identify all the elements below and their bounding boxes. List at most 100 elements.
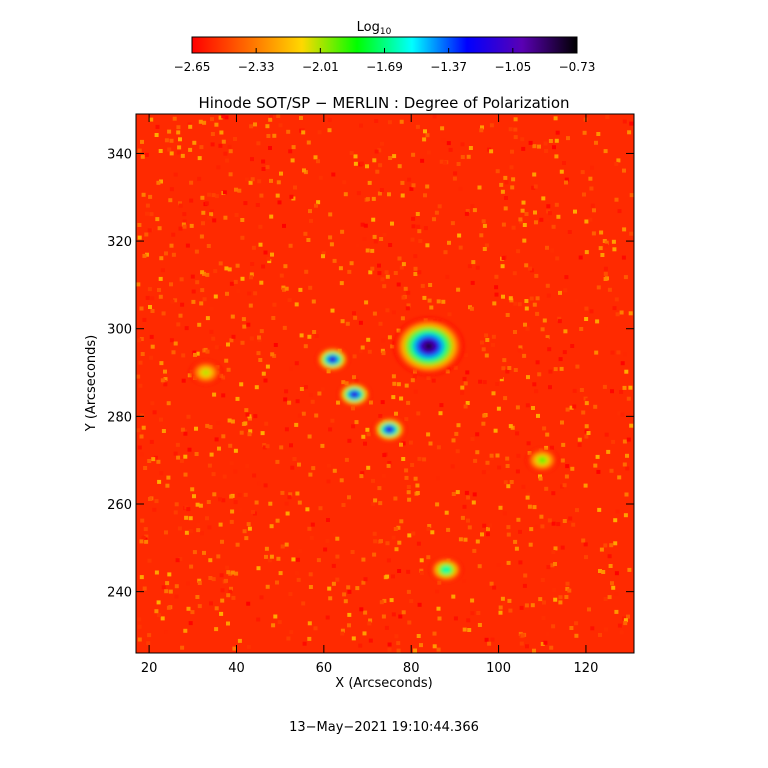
heatmap-cell bbox=[475, 539, 480, 544]
heatmap-cell bbox=[509, 480, 514, 484]
heatmap-cell bbox=[273, 343, 278, 347]
heatmap-cell bbox=[475, 450, 480, 455]
heatmap-cell bbox=[614, 609, 619, 614]
heatmap-cell bbox=[481, 421, 486, 426]
heatmap-cell bbox=[139, 337, 144, 341]
heatmap-cell bbox=[230, 570, 235, 575]
heatmap-cell bbox=[380, 141, 384, 146]
heatmap-cell bbox=[367, 621, 372, 626]
heatmap-cell bbox=[175, 609, 180, 614]
heatmap-cell bbox=[470, 598, 475, 603]
heatmap-cell bbox=[254, 385, 259, 390]
heatmap-cell bbox=[547, 518, 552, 523]
heatmap-cell bbox=[608, 564, 613, 568]
feature-pore bbox=[373, 418, 406, 442]
heatmap-cell bbox=[233, 500, 238, 505]
heatmap-cell bbox=[245, 412, 250, 417]
heatmap-cell bbox=[377, 486, 382, 491]
heatmap-cell bbox=[294, 422, 299, 427]
heatmap-cell bbox=[214, 345, 219, 350]
colorbar-ticks: −2.65 −2.33 −2.01 −1.69 −1.37 −1.05 −0.73 bbox=[174, 48, 595, 74]
heatmap-cell bbox=[209, 329, 214, 334]
heatmap-cell bbox=[550, 248, 555, 253]
heatmap-cell bbox=[454, 431, 459, 436]
heatmap-cell bbox=[336, 400, 341, 405]
heatmap-cell bbox=[279, 171, 283, 176]
heatmap-cell bbox=[211, 577, 216, 582]
heatmap-cell bbox=[482, 380, 487, 385]
heatmap-cell bbox=[299, 333, 304, 338]
heatmap-cell bbox=[466, 518, 470, 523]
heatmap-cell bbox=[329, 242, 334, 247]
heatmap-cell bbox=[248, 303, 253, 308]
heatmap-cell bbox=[268, 501, 273, 506]
heatmap-cell bbox=[410, 463, 415, 467]
heatmap-cell bbox=[432, 114, 437, 119]
heatmap-cell bbox=[413, 389, 418, 394]
heatmap-cell bbox=[578, 255, 583, 260]
heatmap-cell bbox=[593, 404, 598, 409]
heatmap-cell bbox=[190, 274, 195, 279]
heatmap-cell bbox=[409, 186, 414, 191]
heatmap-cell bbox=[256, 617, 261, 622]
heatmap-cell bbox=[489, 453, 494, 458]
heatmap-cell bbox=[462, 627, 467, 632]
heatmap-cell bbox=[157, 288, 161, 292]
heatmap-cell bbox=[175, 558, 180, 563]
heatmap-cell bbox=[301, 601, 306, 606]
heatmap-cell bbox=[173, 451, 178, 456]
heatmap-cell bbox=[529, 296, 534, 301]
heatmap-cell bbox=[390, 344, 395, 349]
heatmap-cell bbox=[627, 130, 632, 135]
heatmap-cell bbox=[174, 594, 179, 599]
heatmap-cell bbox=[148, 194, 153, 199]
heatmap-cell bbox=[559, 169, 564, 174]
heatmap-cell bbox=[360, 222, 365, 227]
heatmap-cell bbox=[522, 238, 527, 243]
heatmap-cell bbox=[501, 256, 506, 261]
heatmap-cell bbox=[609, 468, 614, 473]
heatmap-cell bbox=[211, 193, 216, 198]
heatmap-cell bbox=[417, 270, 422, 275]
heatmap-cell bbox=[350, 550, 355, 554]
heatmap-cell bbox=[560, 458, 565, 463]
heatmap-cell bbox=[270, 352, 275, 357]
heatmap-cell bbox=[286, 129, 291, 134]
heatmap-cell bbox=[343, 192, 348, 197]
heatmap-cell bbox=[149, 439, 154, 444]
heatmap-cell bbox=[598, 569, 602, 573]
heatmap-cell bbox=[528, 140, 533, 145]
heatmap-cell bbox=[558, 290, 562, 295]
heatmap-cell bbox=[246, 644, 251, 649]
heatmap-cell bbox=[327, 128, 332, 133]
heatmap-cell bbox=[154, 609, 159, 614]
heatmap-cell bbox=[446, 527, 451, 532]
heatmap-cell bbox=[136, 282, 141, 287]
heatmap-cell bbox=[169, 187, 174, 192]
heatmap-cell bbox=[451, 438, 456, 443]
heatmap-cell bbox=[499, 374, 504, 379]
heatmap-cell bbox=[512, 271, 517, 276]
heatmap-cell bbox=[208, 558, 213, 563]
heatmap-cell bbox=[229, 461, 234, 466]
heatmap-cell bbox=[554, 202, 559, 207]
heatmap-cell bbox=[301, 411, 306, 416]
heatmap-cell bbox=[208, 425, 213, 429]
heatmap-cell bbox=[140, 413, 145, 418]
heatmap-cell bbox=[306, 238, 311, 242]
heatmap-cell bbox=[197, 156, 202, 161]
x-tick-label: 100 bbox=[486, 661, 511, 676]
heatmap-cell bbox=[245, 464, 250, 468]
heatmap-cell bbox=[502, 511, 507, 516]
heatmap-cell bbox=[335, 577, 340, 582]
heatmap-cell bbox=[549, 645, 554, 650]
heatmap-cell bbox=[249, 336, 254, 341]
heatmap-cell bbox=[229, 494, 234, 499]
heatmap-cell bbox=[181, 378, 186, 383]
heatmap-cell bbox=[387, 642, 392, 647]
heatmap-cell bbox=[405, 306, 410, 311]
heatmap-cell bbox=[513, 539, 518, 544]
heatmap-cell bbox=[451, 492, 456, 496]
heatmap-cell bbox=[594, 350, 599, 355]
heatmap-cell bbox=[504, 196, 508, 200]
